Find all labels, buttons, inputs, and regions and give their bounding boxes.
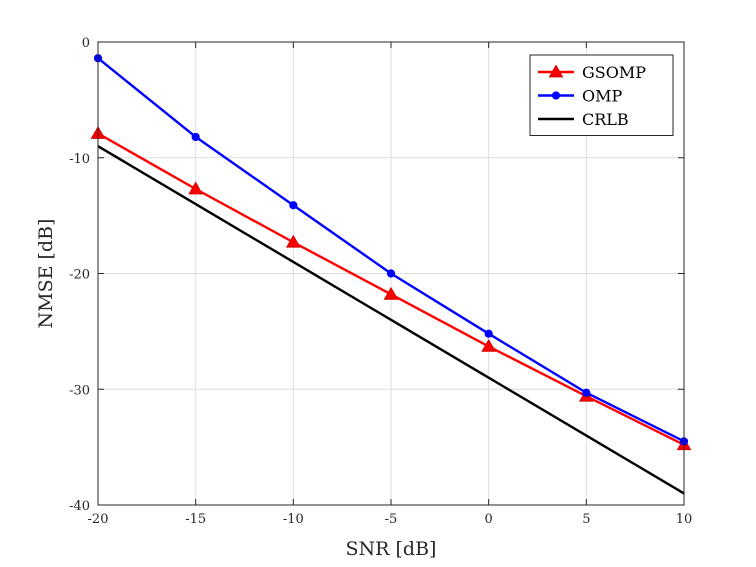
- series-omp: [93, 54, 689, 446]
- legend-label: GSOMP: [582, 63, 646, 82]
- legend-marker: [551, 91, 561, 100]
- y-tick-label: -10: [69, 152, 90, 167]
- x-tick-label: 5: [582, 512, 590, 527]
- x-tick-label: -15: [185, 512, 206, 527]
- x-tick-label: 10: [676, 512, 693, 527]
- x-axis-label: SNR [dB]: [346, 538, 437, 560]
- series-crlb: [97, 145, 685, 495]
- series-line-crlb: [97, 145, 685, 495]
- x-tick-label: 0: [485, 512, 493, 527]
- data-point-omp: [191, 132, 200, 142]
- y-tick-label: -40: [69, 499, 90, 514]
- y-tick-label: -30: [69, 383, 90, 398]
- data-point-gsomp: [383, 286, 399, 300]
- legend-marker: [548, 64, 564, 78]
- series-group: [90, 54, 692, 495]
- y-tick-label: 0: [82, 36, 90, 51]
- axis-ticks: -20 -15 -10 -5 0 5 10 0 -10 -20 -30 -40: [69, 36, 692, 527]
- y-tick-label: -20: [69, 268, 90, 283]
- legend-entry-omp: OMP: [538, 87, 623, 106]
- legend-label: OMP: [582, 87, 623, 106]
- legend: GSOMP OMP CRLB: [529, 54, 674, 136]
- y-axis-label: NMSE [dB]: [35, 219, 57, 329]
- legend-label: CRLB: [582, 110, 629, 129]
- data-point-omp: [289, 201, 298, 210]
- data-point-gsomp: [481, 338, 497, 352]
- legend-entry-crlb: CRLB: [538, 110, 629, 129]
- x-tick-label: -10: [283, 512, 304, 527]
- legend-entry-gsomp: GSOMP: [538, 63, 646, 82]
- data-point-omp: [386, 269, 396, 278]
- x-tick-label: -20: [88, 512, 109, 527]
- data-point-gsomp: [188, 181, 204, 195]
- data-point-omp: [484, 329, 493, 338]
- data-point-omp: [582, 388, 591, 397]
- x-tick-label: -5: [385, 512, 398, 527]
- data-point-gsomp: [285, 234, 301, 248]
